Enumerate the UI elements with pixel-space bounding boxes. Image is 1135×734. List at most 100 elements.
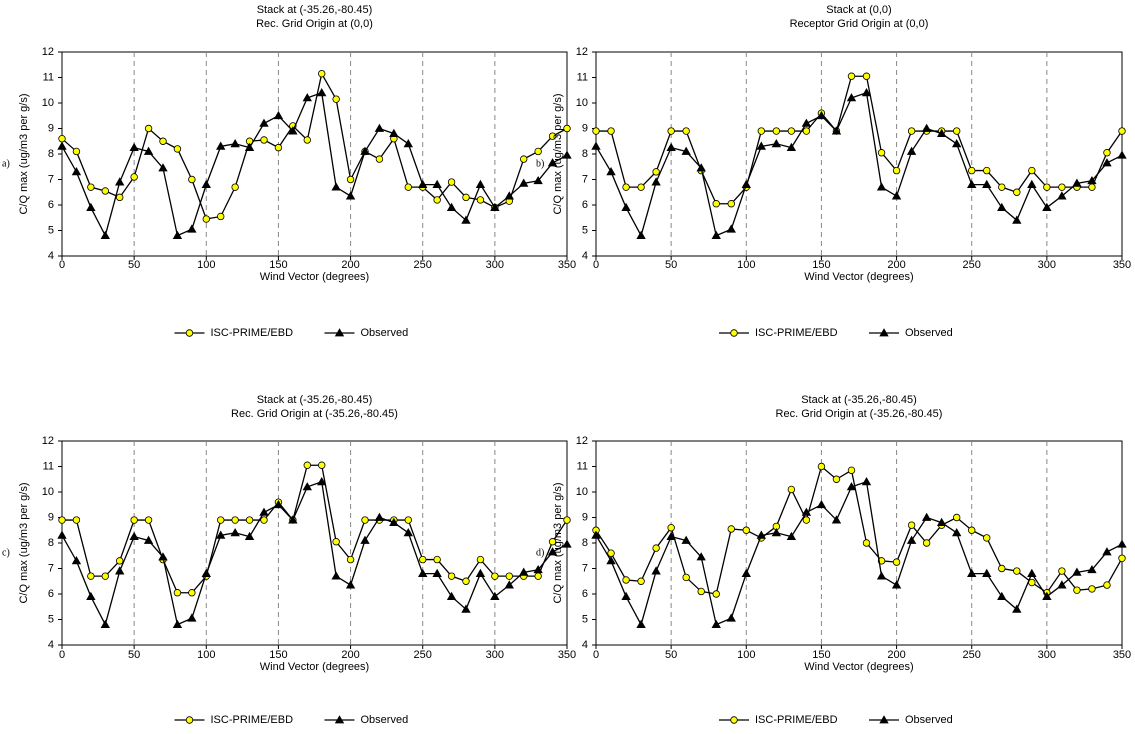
marker <box>1058 567 1066 575</box>
marker <box>681 535 691 544</box>
panel: Stack at (-35.26,-80.45) Rec. Grid Origin… <box>2 394 576 726</box>
marker <box>317 476 327 486</box>
x-tick-label: 50 <box>665 649 677 661</box>
y-tick-label: 6 <box>48 588 54 600</box>
marker <box>173 145 182 153</box>
marker <box>345 580 356 589</box>
x-tick-label: 350 <box>558 649 576 661</box>
marker <box>667 127 675 135</box>
marker <box>1118 127 1126 135</box>
marker <box>666 142 676 152</box>
y-tick-label: 4 <box>582 250 588 262</box>
marker <box>447 572 456 580</box>
panel: Stack at (-35.26,-80.45) Rec. Grid Origin… <box>536 394 1131 726</box>
marker <box>245 516 254 524</box>
y-tick-label: 6 <box>582 588 588 600</box>
marker <box>982 179 992 188</box>
x-tick-label: 100 <box>197 649 215 661</box>
marker <box>58 516 66 524</box>
y-tick-label: 12 <box>42 46 54 58</box>
marker <box>877 149 886 157</box>
marker <box>404 183 412 191</box>
marker <box>697 587 705 596</box>
marker <box>418 568 428 577</box>
marker <box>317 87 327 97</box>
marker <box>651 566 661 575</box>
marker <box>303 136 311 144</box>
marker <box>231 516 239 524</box>
marker <box>101 187 109 195</box>
marker <box>1042 591 1052 600</box>
marker <box>461 215 471 224</box>
marker <box>1027 568 1037 577</box>
y-tick-label: 12 <box>576 46 588 58</box>
marker <box>562 150 572 159</box>
marker <box>129 531 139 541</box>
marker <box>983 534 991 542</box>
x-tick-label: 150 <box>269 649 287 661</box>
marker <box>876 182 887 191</box>
y-tick-label: 5 <box>582 613 588 625</box>
marker <box>230 138 240 148</box>
marker <box>461 604 471 613</box>
marker <box>1103 581 1111 589</box>
marker <box>72 147 81 156</box>
marker <box>375 155 384 163</box>
marker <box>72 516 81 524</box>
panel: Stack at (0,0) Receptor Grid Origin at (0… <box>536 4 1131 339</box>
legend-label: Observed <box>361 327 409 339</box>
chart-subtitle: Receptor Grid Origin at (0,0) <box>790 18 929 30</box>
marker <box>802 127 811 135</box>
marker <box>548 538 557 546</box>
marker <box>230 527 240 537</box>
legend-marker <box>334 328 345 337</box>
marker <box>1058 183 1066 191</box>
marker <box>158 552 168 561</box>
legend-marker <box>185 716 194 724</box>
marker <box>447 178 456 186</box>
x-axis-title: Wind Vector (degrees) <box>260 661 369 673</box>
marker <box>651 177 661 186</box>
x-tick-label: 150 <box>812 259 830 271</box>
marker <box>432 568 442 577</box>
marker <box>1088 585 1096 593</box>
y-axis-title: C/Q max (ug/m3 per g/s) <box>552 482 564 603</box>
y-tick-label: 9 <box>582 511 588 523</box>
marker <box>403 138 413 148</box>
marker <box>404 516 412 524</box>
x-tick-label: 50 <box>128 649 140 661</box>
marker <box>1072 567 1082 576</box>
marker <box>188 589 196 597</box>
x-tick-label: 50 <box>128 259 140 271</box>
marker <box>998 564 1006 573</box>
y-tick-label: 4 <box>582 639 588 651</box>
chart-title: Stack at (0,0) <box>826 4 891 16</box>
series-line <box>595 480 1123 627</box>
x-tick-label: 200 <box>341 649 359 661</box>
marker <box>817 462 826 471</box>
marker <box>158 163 168 172</box>
marker <box>144 124 153 133</box>
marker <box>711 619 721 628</box>
marker <box>86 202 96 211</box>
marker <box>462 193 470 202</box>
marker <box>288 126 298 135</box>
plot-area <box>61 440 568 646</box>
marker <box>432 179 442 188</box>
x-tick-label: 250 <box>414 259 432 271</box>
y-tick-label: 7 <box>582 173 588 185</box>
marker <box>1117 539 1127 548</box>
panel-label: a) <box>2 158 10 169</box>
marker <box>504 580 514 589</box>
legend-label: ISC-PRIME/EBD <box>211 327 294 339</box>
marker <box>1042 202 1052 211</box>
marker <box>216 141 226 150</box>
marker <box>87 183 95 191</box>
marker <box>847 466 856 475</box>
marker <box>1117 150 1127 159</box>
marker <box>816 499 827 509</box>
series-line <box>595 91 1123 238</box>
marker <box>360 535 370 544</box>
marker <box>547 158 558 167</box>
